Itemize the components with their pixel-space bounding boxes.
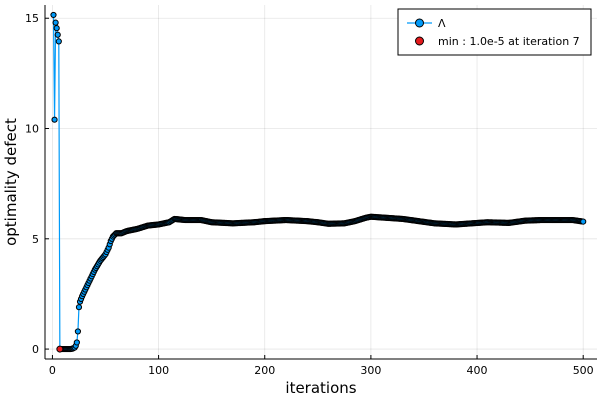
series-lambda-point	[52, 19, 59, 26]
y-axis-label: optimality defect	[2, 118, 20, 246]
series-lambda-point	[53, 25, 60, 32]
series-lambda-point	[73, 339, 80, 346]
legend-box	[397, 8, 592, 56]
series-layer	[50, 11, 587, 353]
series-lambda-point	[54, 31, 61, 38]
x-tick-label: 0	[49, 364, 56, 377]
tick-labels: 0 100 200 300 400 500 0 5 10 15	[25, 12, 594, 377]
series-lambda-point	[51, 116, 58, 123]
legend-marker-min	[415, 36, 424, 46]
series-lambda-point	[580, 218, 587, 225]
legend: Λ min : 1.0e-5 at iteration 7	[397, 8, 592, 56]
x-tick-label: 200	[254, 364, 275, 377]
x-axis-label: iterations	[285, 379, 356, 397]
x-tick-label: 100	[148, 364, 169, 377]
y-tick-label: 0	[32, 343, 39, 356]
series-lambda-markers	[50, 11, 587, 353]
x-tick-label: 500	[573, 364, 594, 377]
x-tick-label: 400	[467, 364, 488, 377]
series-lambda-point	[55, 38, 62, 45]
series-lambda-point	[50, 11, 57, 19]
legend-label-lambda: Λ	[438, 17, 446, 30]
y-tick-label: 15	[25, 12, 39, 25]
x-tick-label: 300	[360, 364, 381, 377]
legend-label-min: min : 1.0e-5 at iteration 7	[438, 35, 580, 48]
series-lambda-point	[75, 304, 83, 311]
axes	[44, 5, 597, 360]
legend-marker-lambda	[415, 18, 424, 28]
y-tick-label: 10	[25, 123, 39, 136]
min-point	[56, 345, 64, 353]
series-lambda-point	[74, 328, 82, 335]
y-tick-label: 5	[32, 233, 39, 246]
